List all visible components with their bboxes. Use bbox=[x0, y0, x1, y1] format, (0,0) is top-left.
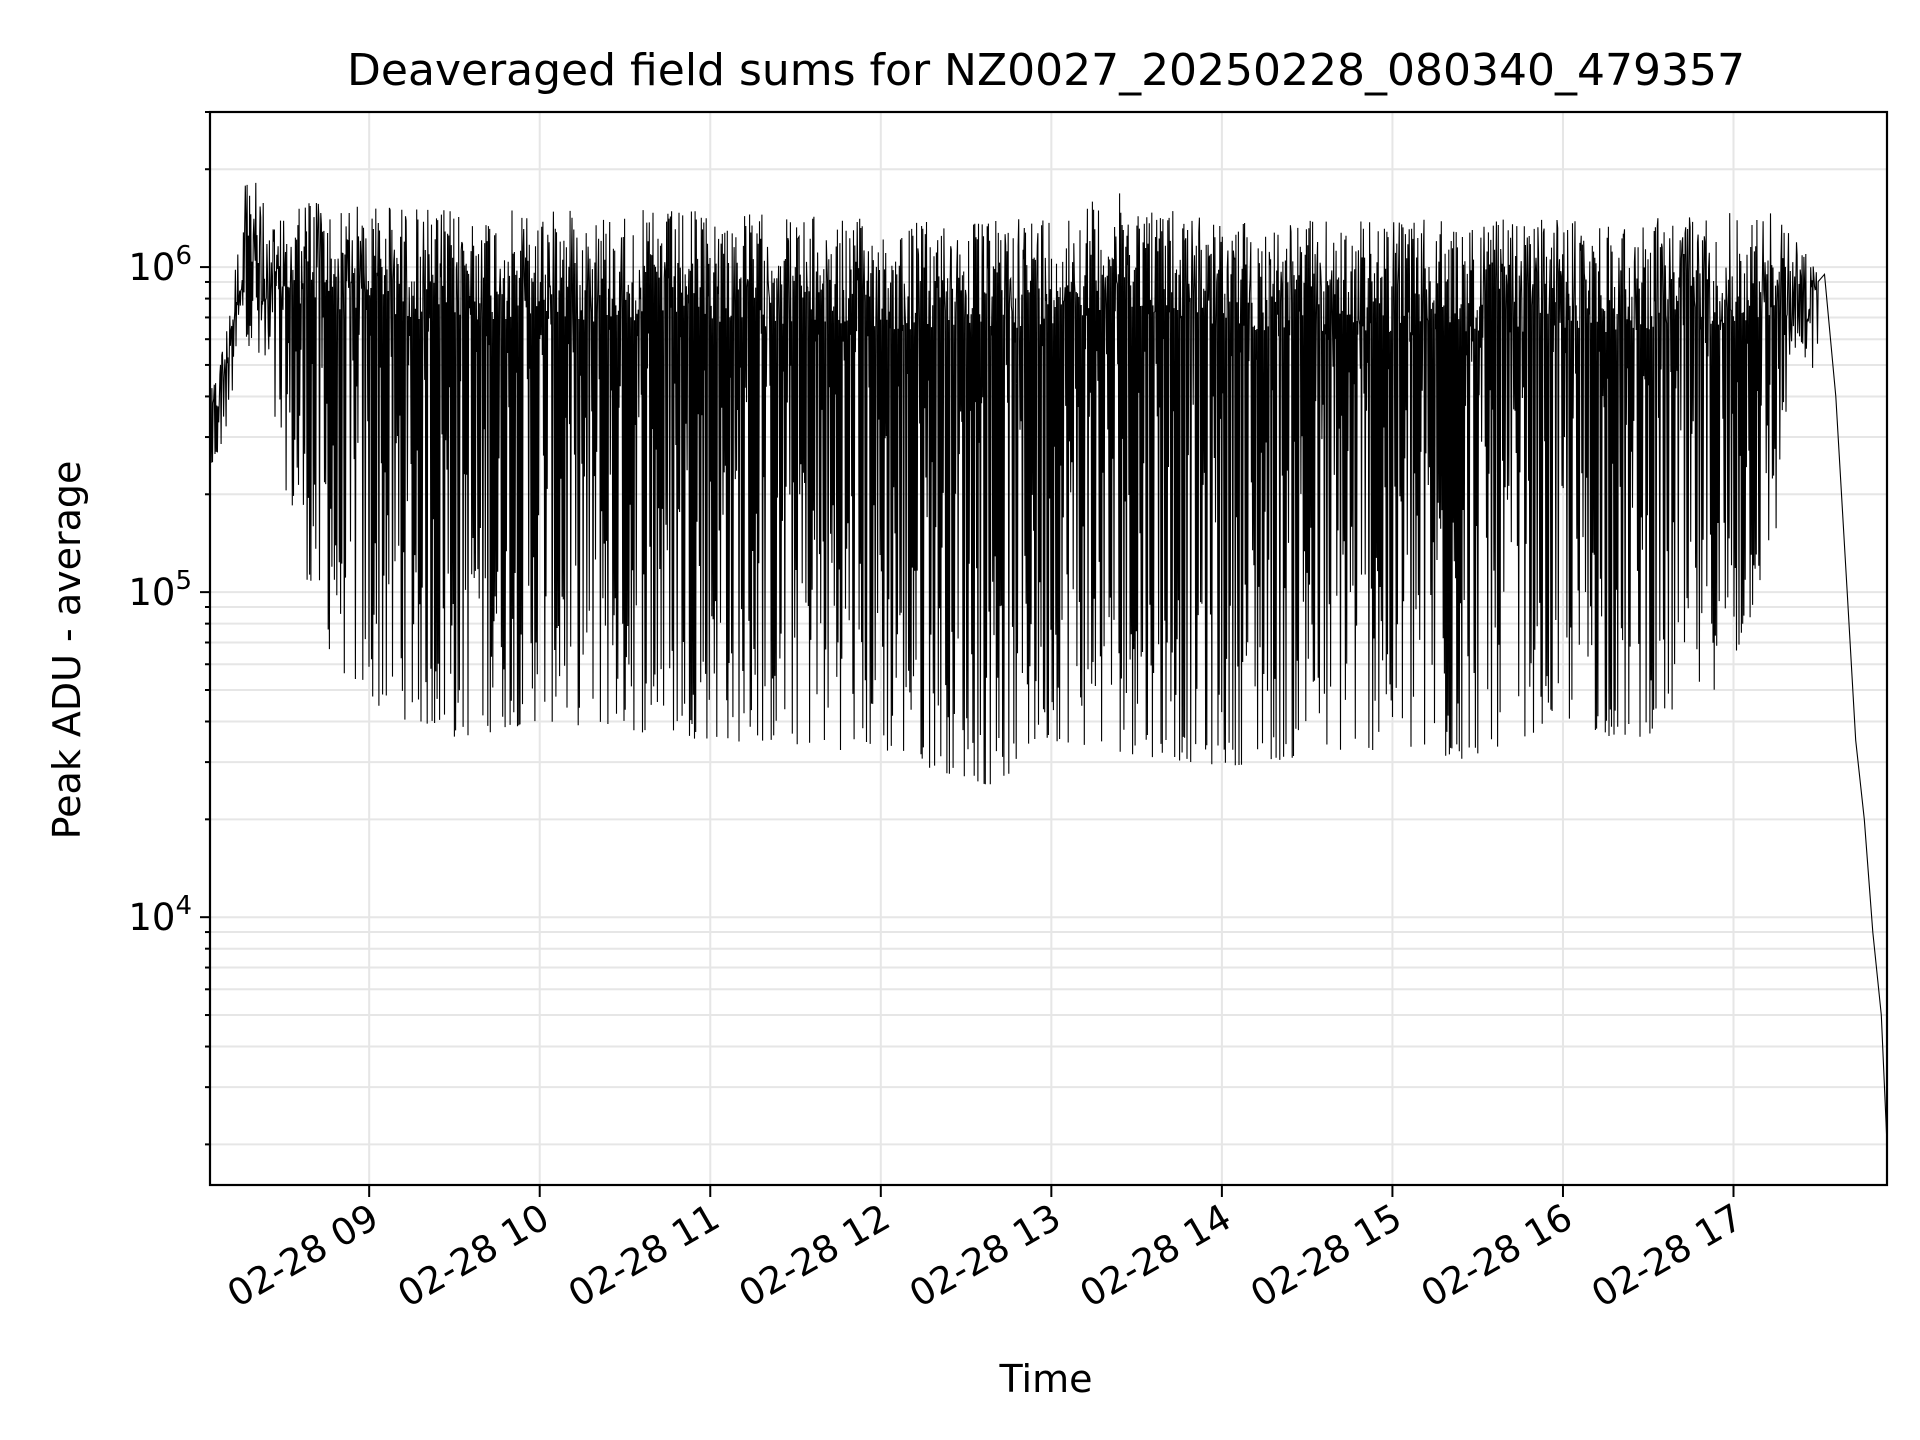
y-tick-exponent: 4 bbox=[175, 891, 192, 921]
y-tick-exponent: 6 bbox=[175, 241, 192, 271]
y-tick-exponent: 5 bbox=[175, 566, 192, 596]
chart-title: Deaveraged field sums for NZ0027_2025022… bbox=[347, 45, 1745, 96]
y-tick-label: 104 bbox=[128, 891, 192, 939]
y-axis-label: Peak ADU - average bbox=[45, 461, 89, 840]
series-line bbox=[209, 182, 1888, 1145]
y-tick-base: 10 bbox=[128, 246, 175, 289]
plot-frame bbox=[208, 110, 1889, 1187]
y-tick-base: 10 bbox=[128, 896, 175, 939]
y-tick-label: 106 bbox=[128, 241, 192, 289]
data-series bbox=[209, 182, 1888, 1145]
y-tick-base: 10 bbox=[128, 571, 175, 614]
x-axis-label: Time bbox=[999, 1357, 1093, 1401]
y-tick-label: 105 bbox=[128, 566, 192, 614]
